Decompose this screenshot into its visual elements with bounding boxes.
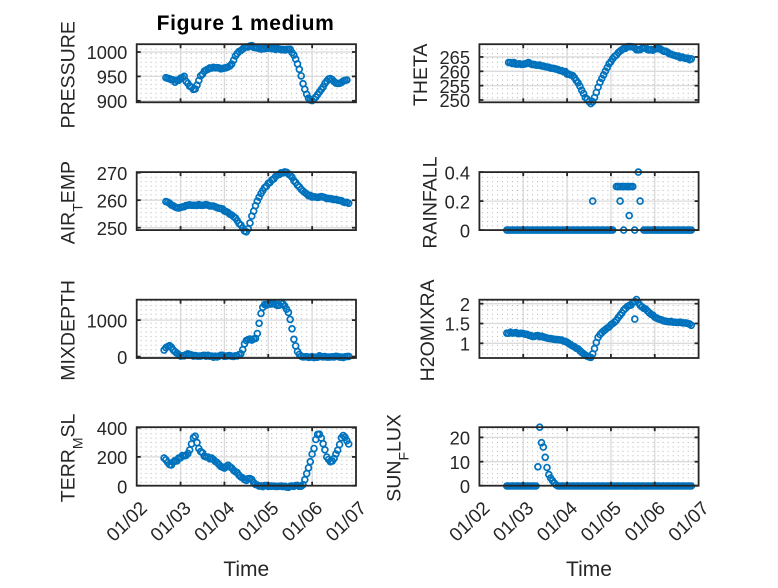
svg-text:270: 270: [97, 163, 128, 184]
svg-text:900: 900: [97, 91, 128, 112]
svg-text:TERRM​SL: TERRM​SL: [58, 413, 86, 502]
svg-text:0: 0: [117, 476, 127, 497]
svg-text:1000: 1000: [87, 42, 128, 63]
svg-text:0.2: 0.2: [445, 191, 470, 212]
svg-text:1000: 1000: [87, 310, 128, 331]
svg-text:Time: Time: [566, 558, 612, 581]
svg-text:1.5: 1.5: [445, 314, 470, 335]
svg-text:1: 1: [460, 334, 470, 355]
svg-text:250: 250: [97, 218, 128, 239]
svg-text:260: 260: [97, 190, 128, 211]
svg-text:Time: Time: [223, 558, 269, 581]
svg-text:H2OMIXRA: H2OMIXRA: [417, 279, 439, 381]
svg-text:THETA: THETA: [410, 44, 432, 106]
svg-text:AIRT​EMP: AIRT​EMP: [58, 161, 86, 244]
svg-text:MIXDEPTH: MIXDEPTH: [58, 280, 80, 381]
svg-text:10: 10: [450, 452, 470, 473]
svg-text:PRESSURE: PRESSURE: [58, 21, 80, 128]
svg-text:0: 0: [460, 220, 470, 241]
svg-text:250: 250: [439, 90, 470, 111]
svg-text:RAINFALL: RAINFALL: [419, 156, 441, 248]
svg-text:0: 0: [460, 476, 470, 497]
svg-text:255: 255: [439, 76, 470, 97]
svg-text:20: 20: [450, 428, 470, 449]
svg-text:265: 265: [439, 47, 470, 68]
svg-text:400: 400: [97, 418, 128, 439]
svg-text:Figure 1 medium: Figure 1 medium: [157, 12, 335, 35]
svg-text:950: 950: [97, 67, 128, 88]
svg-text:200: 200: [97, 447, 128, 468]
svg-text:2: 2: [460, 294, 470, 315]
svg-text:0: 0: [117, 347, 127, 368]
svg-text:SUNF​LUX: SUNF​LUX: [384, 414, 412, 502]
svg-text:0.4: 0.4: [445, 162, 470, 183]
svg-text:260: 260: [439, 62, 470, 83]
